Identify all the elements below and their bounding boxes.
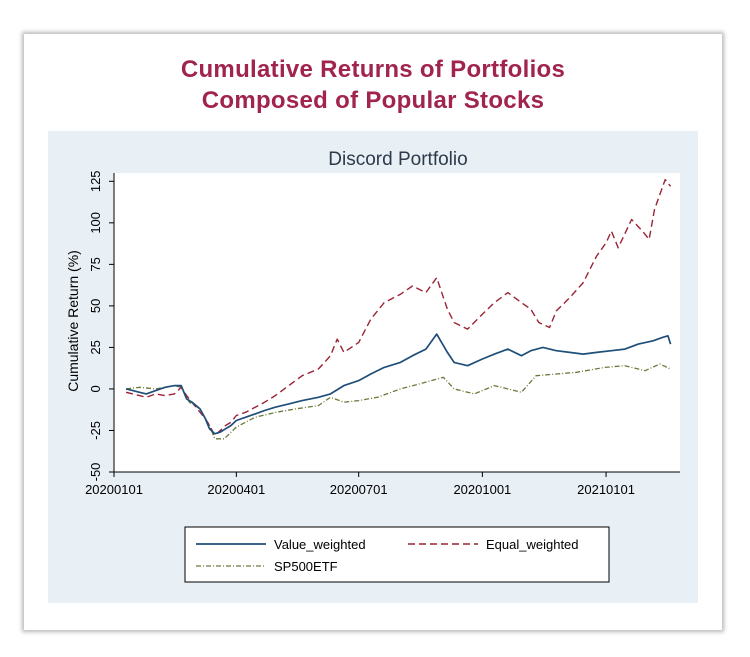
series-layer	[125, 178, 672, 440]
legend-box	[184, 526, 610, 583]
legend-label-value-weighted: Value_weighted	[274, 537, 366, 552]
y-tick-label: 75	[88, 257, 103, 271]
y-tick-label: 100	[88, 212, 103, 234]
series-sp500etf	[126, 363, 671, 440]
plot-area	[114, 173, 680, 472]
line-chart: Discord Portfolio Cumulative Return (%) …	[65, 149, 680, 583]
legend-label-equal-weighted: Equal_weighted	[486, 537, 579, 552]
y-tick-label: 25	[88, 340, 103, 354]
series-equal-weighted	[125, 178, 672, 437]
y-tick-label: 125	[88, 170, 103, 192]
chart-panel: Discord Portfolio Cumulative Return (%) …	[48, 131, 698, 603]
y-tick-label: -50	[88, 463, 103, 482]
x-tick-label: 20200701	[330, 482, 388, 497]
legend: Value_weighted Equal_weighted SP500ETF	[184, 526, 610, 583]
series-value-weighted	[125, 333, 672, 435]
y-tick-label: -25	[88, 421, 103, 440]
legend-label-sp500etf: SP500ETF	[274, 559, 338, 574]
chart-card: Cumulative Returns of Portfolios Compose…	[24, 34, 722, 630]
y-tick-label: 0	[88, 385, 103, 392]
headline-line-1: Cumulative Returns of Portfolios	[180, 56, 566, 83]
headline-line-2: Composed of Popular Stocks	[201, 87, 545, 114]
y-tick-label: 50	[88, 299, 103, 313]
x-tick-label: 20200401	[207, 482, 265, 497]
headline: Cumulative Returns of Portfolios Compose…	[24, 54, 722, 116]
x-tick-label: 20210101	[577, 482, 635, 497]
x-tick-label: 20200101	[85, 482, 143, 497]
axes: -50 -25 0 25 50 75 100 125 20200101 20200401 20200…	[85, 170, 680, 497]
y-axis-label: Cumulative Return (%)	[65, 250, 81, 392]
chart-title: Discord Portfolio	[328, 149, 467, 170]
x-tick-label: 20201001	[453, 482, 511, 497]
